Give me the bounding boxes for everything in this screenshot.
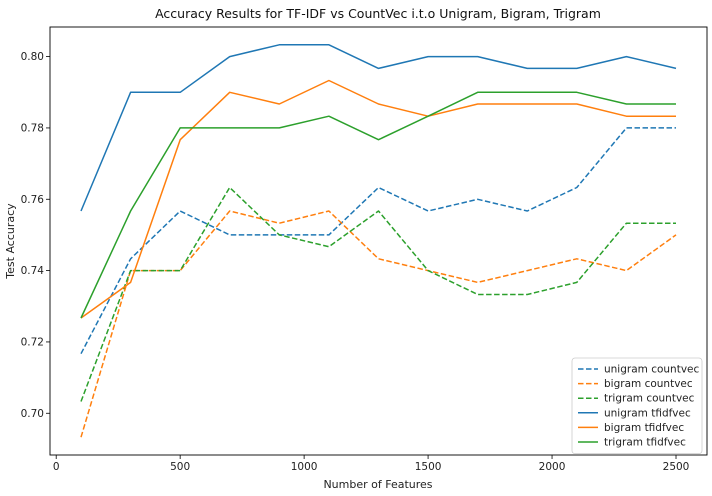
series-line-unigram-tfidfvec bbox=[80, 44, 677, 212]
y-tick-label: 0.72 bbox=[21, 336, 44, 348]
legend-entry: trigram countvec bbox=[604, 393, 695, 405]
x-axis-title: Number of Features bbox=[323, 478, 432, 491]
y-tick-label: 0.74 bbox=[21, 265, 45, 277]
y-tick-label: 0.80 bbox=[21, 51, 44, 63]
x-tick-label: 2000 bbox=[539, 461, 566, 473]
y-axis-title: Test Accuracy bbox=[4, 203, 17, 280]
y-tick-label: 0.76 bbox=[21, 194, 45, 206]
legend-entry: unigram countvec bbox=[604, 364, 700, 376]
legend-entry: bigram countvec bbox=[604, 378, 693, 390]
x-tick-label: 2500 bbox=[663, 461, 690, 473]
y-axis: 0.70 0.72 0.74 0.76 0.78 0.80 bbox=[21, 51, 50, 420]
series-line-unigram-countvec bbox=[80, 127, 676, 355]
legend-entry: trigram tfidfvec bbox=[604, 437, 686, 449]
series-line-bigram-countvec bbox=[80, 210, 677, 438]
x-tick-label: 1500 bbox=[415, 461, 442, 473]
x-tick-label: 1000 bbox=[291, 461, 318, 473]
series-lines bbox=[80, 44, 677, 438]
x-axis: 0 500 1000 1500 2000 2500 bbox=[53, 455, 690, 473]
legend-entry: bigram tfidfvec bbox=[604, 422, 684, 434]
y-tick-label: 0.78 bbox=[21, 122, 44, 134]
x-tick-label: 0 bbox=[53, 461, 60, 473]
plot-area bbox=[49, 26, 708, 456]
legend-box bbox=[571, 357, 703, 454]
series-line-bigram-tfidfvec bbox=[80, 79, 676, 319]
legend-entry: unigram tfidfvec bbox=[604, 407, 691, 419]
chart-title: Accuracy Results for TF-IDF vs CountVec … bbox=[155, 6, 601, 21]
series-line-trigram-countvec bbox=[80, 186, 676, 402]
series-line-trigram-tfidfvec bbox=[80, 91, 676, 319]
y-tick-label: 0.70 bbox=[21, 408, 44, 420]
x-tick-label: 500 bbox=[170, 461, 190, 473]
legend: unigram countvec bigram countvec trigram c… bbox=[571, 357, 703, 454]
